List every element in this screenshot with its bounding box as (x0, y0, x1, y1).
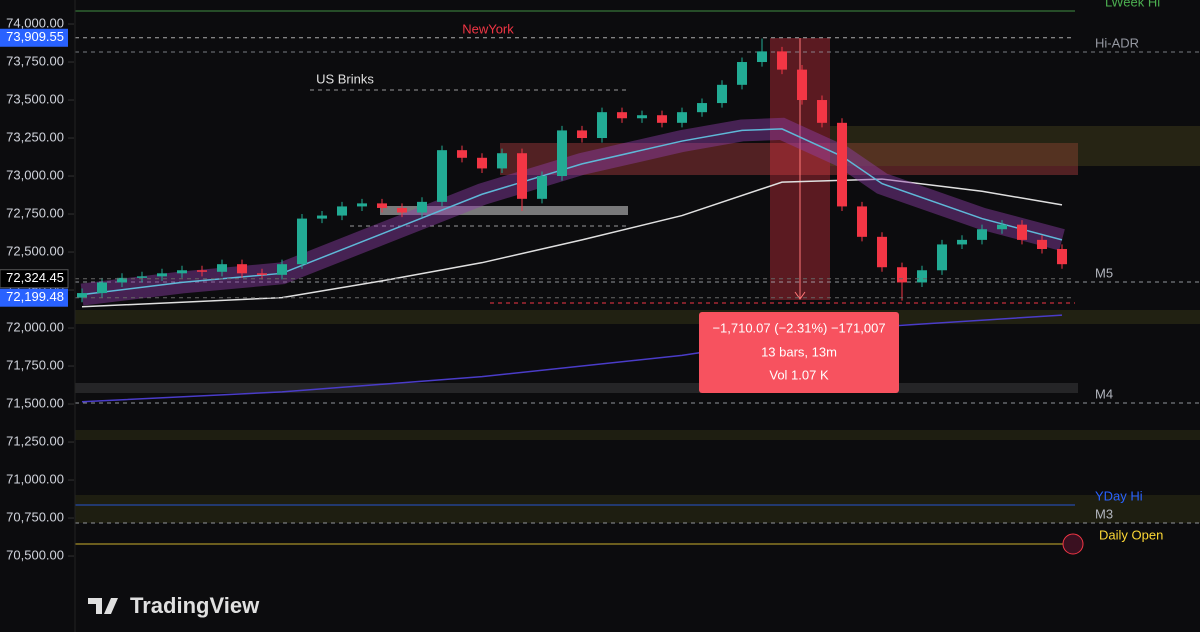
candle-body (897, 267, 907, 283)
level-label: M3 (1095, 506, 1113, 521)
candle-body (277, 264, 287, 275)
candle-body (1017, 224, 1027, 240)
candle-body (157, 273, 167, 277)
plot: LWeek Hi Hi-ADR M5 M4 YDay Hi M3 Daily Open (75, 0, 1200, 545)
candle-body (817, 100, 827, 123)
candle-body (777, 51, 787, 70)
candle-body (997, 224, 1007, 230)
y-tick-label: 70,750.00 (6, 509, 64, 524)
candle-body (957, 239, 967, 245)
candle-body (737, 62, 747, 85)
candle-body (497, 153, 507, 169)
price-tag-label: 72,324.45 (6, 270, 64, 285)
candle-body (97, 282, 107, 294)
candle-body (237, 264, 247, 274)
y-tick-label: 73,500.00 (6, 91, 64, 106)
candle-body (517, 153, 527, 199)
zone (75, 430, 1200, 440)
level-label: LWeek Hi (1105, 0, 1160, 9)
candle-body (597, 112, 607, 139)
measure-text: 13 bars, 13m (761, 344, 837, 359)
price-tag (0, 269, 69, 289)
y-tick-label: 73,250.00 (6, 129, 64, 144)
measure-box (699, 312, 899, 393)
y-tick-label: 70,500.00 (6, 547, 64, 562)
candle-body (477, 157, 487, 169)
zone (75, 495, 1200, 523)
zone (75, 310, 1200, 324)
price-tag (0, 28, 68, 47)
level-label: Daily Open (1099, 527, 1163, 542)
measure-text: Vol 1.07 K (769, 367, 829, 382)
zone (75, 383, 1078, 393)
ma-line (81, 178, 1063, 308)
candle-body (577, 130, 587, 139)
brand: TradingView (130, 593, 260, 618)
y-tick-label: 71,250.00 (6, 433, 64, 448)
y-tick-label: 72,000.00 (6, 319, 64, 334)
logo: TradingView (88, 593, 260, 618)
candle-body (877, 236, 887, 268)
annotation: US Brinks (316, 71, 374, 86)
level-label: Hi-ADR (1095, 35, 1139, 50)
candle-body (217, 264, 227, 272)
level-label: M4 (1095, 386, 1113, 401)
price-tag-label: 72,199.48 (6, 289, 64, 304)
candle-body (197, 270, 207, 272)
candle-body (557, 130, 567, 177)
level-label: YDay Hi (1095, 488, 1143, 503)
candle-body (377, 203, 387, 208)
candle-body (537, 176, 547, 199)
candle-body (677, 112, 687, 123)
candle-body (797, 69, 807, 101)
candle-body (297, 218, 307, 265)
candle-body (617, 112, 627, 119)
zone (830, 126, 1200, 166)
candle-body (177, 270, 187, 274)
candle-body (697, 103, 707, 113)
candle-body (917, 270, 927, 283)
candle-body (637, 115, 647, 119)
candle-body (417, 201, 427, 213)
zone (500, 143, 1078, 175)
y-tick-label: 72,750.00 (6, 205, 64, 220)
candle-body (397, 207, 407, 213)
level-label: M5 (1095, 265, 1113, 280)
candle-body (437, 150, 447, 202)
candle-body (337, 206, 347, 216)
candle-body (317, 215, 327, 219)
candle-body (837, 122, 847, 207)
y-tick-label: 71,750.00 (6, 357, 64, 372)
candle-body (77, 293, 87, 298)
price-tag (0, 288, 68, 307)
candle-body (857, 206, 867, 237)
candle-body (717, 84, 727, 104)
candle-body (457, 150, 467, 158)
candle-body (657, 115, 667, 123)
y-tick-label: 71,500.00 (6, 395, 64, 410)
candle-body (357, 203, 367, 207)
candle-body (757, 51, 767, 63)
candle-body (1037, 239, 1047, 249)
annotation: NewYork (462, 21, 514, 36)
candle-body (117, 277, 127, 283)
candle-body (257, 273, 267, 275)
price-tag-label: 73,909.55 (6, 29, 64, 44)
candle-body (937, 244, 947, 271)
y-tick-label: 73,750.00 (6, 53, 64, 68)
y-tick-label: 72,500.00 (6, 243, 64, 258)
alert-icon (1062, 533, 1084, 555)
y-tick-label: 71,000.00 (6, 471, 64, 486)
measure-arrow-head (794, 291, 806, 300)
y-tick-label: 74,000.00 (6, 15, 64, 30)
measure-text: −1,710.07 (−2.31%) −171,007 (712, 320, 885, 335)
candle-body (977, 229, 987, 240)
y-tick-label: 73,000.00 (6, 167, 64, 182)
zone (380, 206, 628, 215)
candle-body (137, 276, 147, 278)
candle-body (1057, 248, 1067, 265)
logo-icon (88, 598, 118, 614)
